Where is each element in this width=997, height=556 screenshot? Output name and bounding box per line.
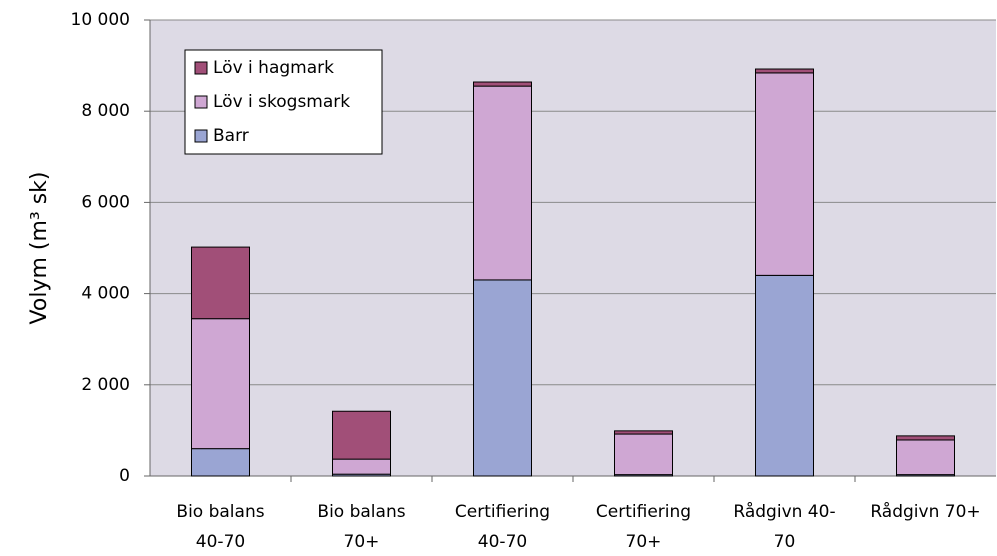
bar-segment [755,72,814,276]
x-tick-label: 70 [774,532,796,552]
y-tick-label: 4 000 [81,284,130,304]
bar-segment [473,85,532,281]
y-tick-label: 6 000 [81,192,130,212]
bar-segment [755,68,814,74]
legend-swatch [194,95,208,109]
bar-segment [473,279,532,477]
legend-swatch [194,129,208,143]
legend-box [184,49,383,155]
x-tick-label: Certifiering [455,502,550,522]
bar-segment [896,435,955,441]
bar-segment [473,81,532,87]
y-axis-label: Volym (m³ sk) [27,172,52,325]
y-tick-label: 0 [119,466,130,486]
y-tick-label: 2 000 [81,375,130,395]
legend-swatch [194,61,208,75]
bar-segment [191,246,250,320]
x-tick-label: 70+ [626,532,662,552]
y-tick-label: 8 000 [81,101,130,121]
y-tick-label: 10 000 [71,10,130,30]
x-tick-label: 40-70 [478,532,527,552]
legend-label: Löv i skogsmark [213,92,350,112]
bar-segment [191,448,250,477]
bar-segment [191,318,250,450]
x-tick-label: Certifiering [596,502,691,522]
bar-segment [332,410,391,460]
bar-segment [614,430,673,435]
x-tick-label: 40-70 [196,532,245,552]
x-tick-label: Bio balans [317,502,405,522]
bar-segment [755,274,814,477]
x-tick-label: Bio balans [176,502,264,522]
x-tick-label: 70+ [344,532,380,552]
bar-segment [896,439,955,476]
x-tick-label: Rådgivn 70+ [870,501,980,522]
legend-label: Löv i hagmark [213,58,334,78]
x-tick-label: Rådgivn 40- [733,501,835,522]
bar-segment [332,458,391,475]
bar-segment [614,433,673,476]
legend-label: Barr [213,126,249,146]
